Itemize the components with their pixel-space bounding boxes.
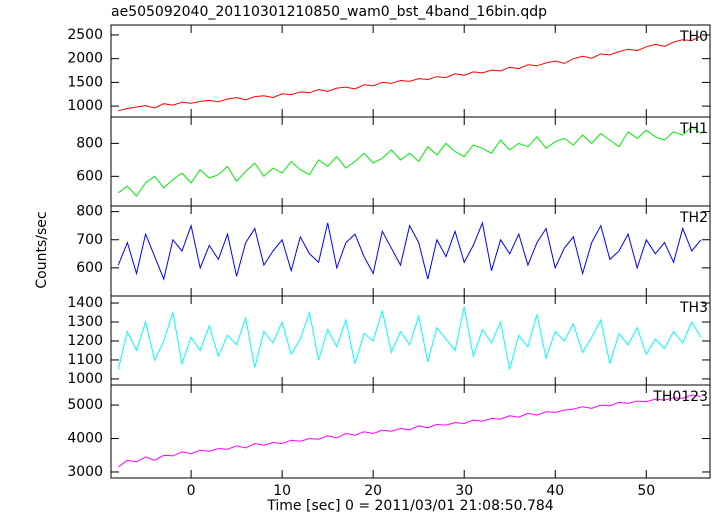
light-curve xyxy=(118,126,702,197)
y-tick-label: 1500 xyxy=(67,74,103,90)
x-tick-label: 10 xyxy=(273,483,291,499)
panel-frame xyxy=(110,24,711,118)
light-curve xyxy=(117,306,702,370)
y-tick-label: 700 xyxy=(76,232,103,248)
chart-title: ae505092040_20110301210850_wam0_bst_4ban… xyxy=(111,4,547,20)
y-tick-label: 1000 xyxy=(67,371,103,387)
y-tick-label: 2000 xyxy=(67,51,103,67)
y-tick-label: 800 xyxy=(76,135,103,151)
y-tick-label: 1100 xyxy=(67,352,103,368)
y-axis-label: Counts/sec xyxy=(34,211,50,288)
light-curve xyxy=(118,394,701,468)
x-tick-label: 40 xyxy=(546,483,564,499)
y-tick-label: 600 xyxy=(76,260,103,276)
x-tick-label: 30 xyxy=(455,483,473,499)
y-tick-label: 800 xyxy=(76,204,103,220)
y-tick-label: 1400 xyxy=(67,295,103,311)
panel-frame xyxy=(110,116,711,207)
light-curve xyxy=(117,221,702,281)
y-tick-label: 5000 xyxy=(67,397,103,413)
panel-label: TH3 xyxy=(679,300,708,316)
y-tick-label: 4000 xyxy=(67,431,103,447)
panel-label: TH0123 xyxy=(652,389,708,405)
y-tick-label: 2500 xyxy=(67,27,103,43)
light-curve xyxy=(118,35,702,112)
x-tick-label: 20 xyxy=(364,483,382,499)
panel-label: TH2 xyxy=(679,210,708,226)
panel-label: TH1 xyxy=(679,121,708,137)
panel-label: TH0 xyxy=(679,29,708,45)
y-tick-label: 1300 xyxy=(67,314,103,330)
x-tick-label: 50 xyxy=(637,483,655,499)
y-tick-label: 3000 xyxy=(67,464,103,480)
y-tick-label: 1200 xyxy=(67,333,103,349)
y-tick-label: 1000 xyxy=(67,98,103,114)
x-tick-label: 0 xyxy=(187,483,196,499)
x-axis-label: Time [sec] 0 = 2011/03/01 21:08:50.784 xyxy=(266,498,554,514)
y-tick-label: 600 xyxy=(76,168,103,184)
panel-frame xyxy=(110,384,711,479)
panel-frame xyxy=(110,205,711,297)
